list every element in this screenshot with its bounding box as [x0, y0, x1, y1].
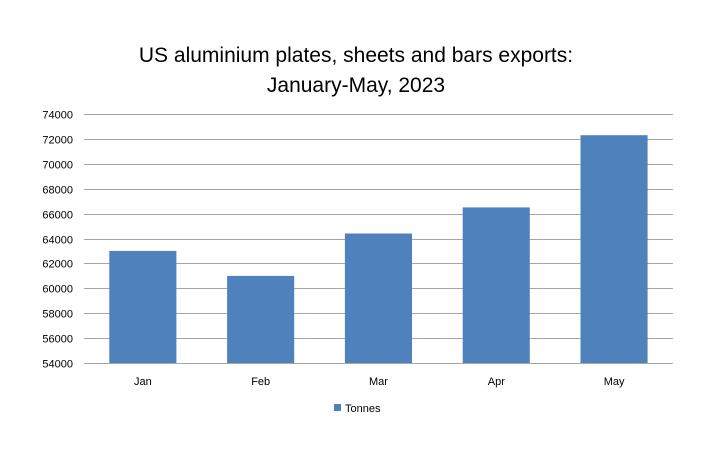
chart-title-line-1: US aluminium plates, sheets and bars exp…: [139, 44, 573, 67]
chart-title: US aluminium plates, sheets and bars exp…: [139, 44, 573, 97]
bar-feb: [227, 275, 295, 363]
y-tick-label: 60000: [42, 284, 73, 296]
y-tick-label: 58000: [42, 309, 73, 321]
bars: [109, 135, 648, 363]
y-tick-label: 66000: [42, 210, 73, 222]
x-axis-tick-labels: Jan Feb Mar Apr May: [134, 376, 625, 388]
chart-title-line-2: January-May, 2023: [267, 74, 445, 97]
x-tick-label-feb: Feb: [251, 376, 270, 388]
bar-apr: [462, 207, 530, 363]
bar-jan: [109, 250, 177, 363]
y-tick-label: 54000: [42, 359, 73, 371]
bar-may: [580, 135, 648, 363]
y-tick-label: 72000: [42, 135, 73, 147]
legend-swatch-tonnes: [334, 404, 341, 411]
bar-mar: [344, 233, 412, 363]
y-tick-label: 74000: [42, 110, 73, 122]
x-tick-label-may: May: [604, 376, 625, 388]
x-tick-label-apr: Apr: [488, 376, 505, 388]
y-tick-label: 70000: [42, 160, 73, 172]
y-axis-tick-labels: 54000 56000 58000 60000 62000 64000 66000 68000…: [42, 110, 73, 371]
y-tick-label: 64000: [42, 235, 73, 247]
y-tick-label: 62000: [42, 259, 73, 271]
legend-label-tonnes: Tonnes: [345, 403, 381, 415]
legend: Tonnes: [334, 403, 381, 415]
x-tick-label-mar: Mar: [369, 376, 388, 388]
x-tick-label-jan: Jan: [134, 376, 152, 388]
y-tick-label: 68000: [42, 185, 73, 197]
y-tick-label: 56000: [42, 334, 73, 346]
